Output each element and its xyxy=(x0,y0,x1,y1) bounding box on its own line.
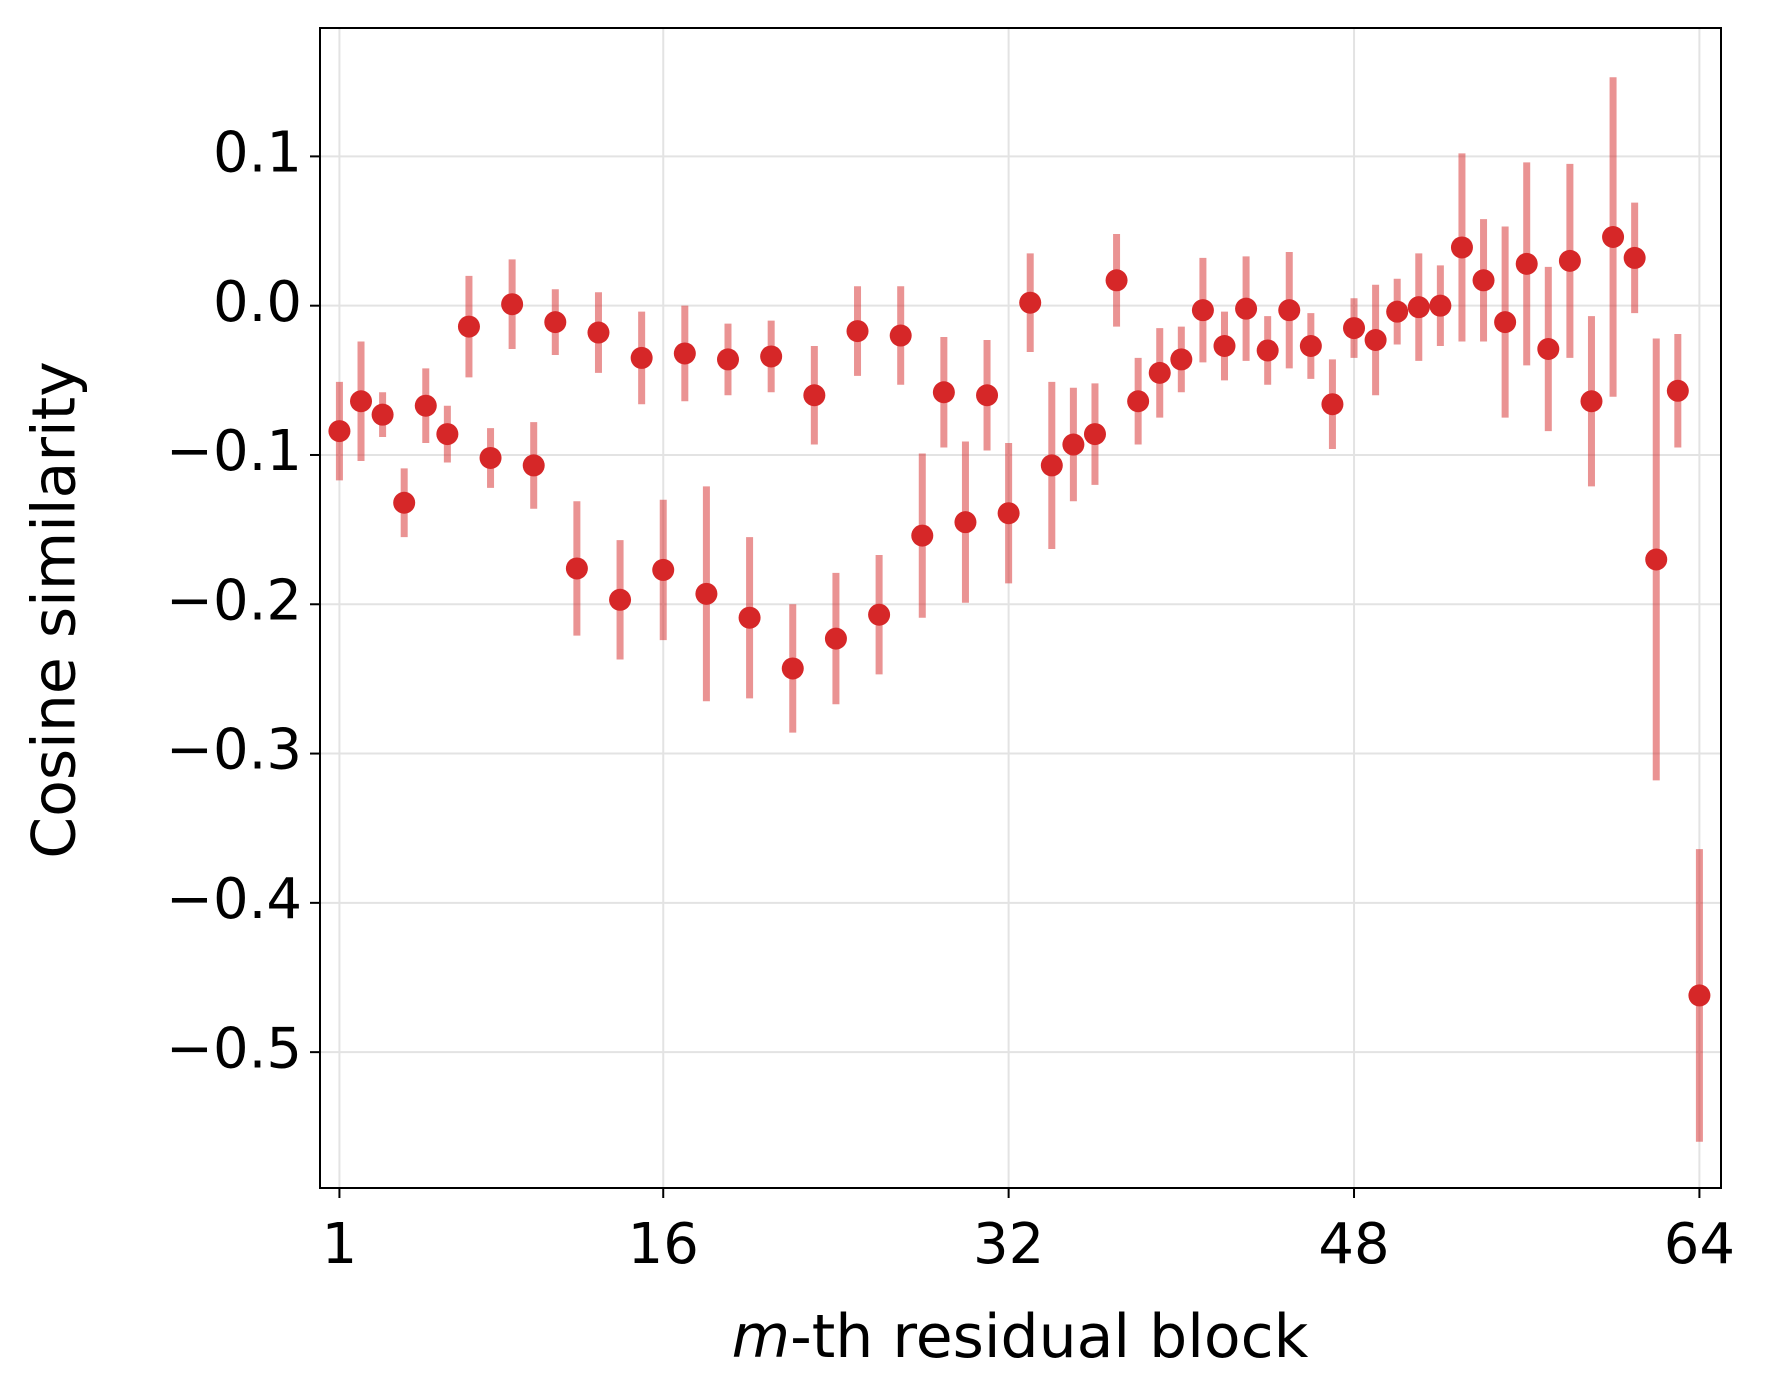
point xyxy=(501,293,524,316)
point xyxy=(1558,249,1581,272)
point xyxy=(803,384,826,407)
point xyxy=(1688,984,1711,1007)
point xyxy=(1429,294,1452,317)
y-tick-label: −0.3 xyxy=(166,718,302,783)
point xyxy=(414,394,437,417)
point xyxy=(1148,361,1171,384)
x-tick-label: 48 xyxy=(1318,1212,1389,1277)
point xyxy=(522,454,545,477)
x-axis-label: m-th residual block xyxy=(732,1302,1309,1372)
point xyxy=(781,657,804,680)
point xyxy=(1515,252,1538,275)
point xyxy=(1666,379,1689,402)
y-tick-label: 0.1 xyxy=(213,121,302,186)
point xyxy=(479,446,502,469)
point xyxy=(1299,334,1322,357)
y-tick-label: −0.1 xyxy=(166,419,302,484)
point xyxy=(587,321,610,344)
point xyxy=(544,311,567,334)
y-tick-label: −0.4 xyxy=(166,867,302,932)
point xyxy=(1213,334,1236,357)
point xyxy=(695,582,718,605)
point xyxy=(609,588,632,611)
point xyxy=(1602,226,1625,249)
point xyxy=(1364,329,1387,352)
point xyxy=(673,342,696,365)
point xyxy=(868,603,891,626)
point xyxy=(457,315,480,338)
x-tick-label: 64 xyxy=(1664,1212,1735,1277)
point xyxy=(1580,390,1603,413)
point xyxy=(1278,299,1301,322)
point xyxy=(1407,296,1430,319)
point xyxy=(350,390,373,413)
point xyxy=(1450,236,1473,259)
point xyxy=(889,324,912,347)
x-tick-label: 16 xyxy=(628,1212,699,1277)
y-tick-label: 0.0 xyxy=(213,270,302,335)
point xyxy=(760,345,783,368)
y-tick-label: −0.2 xyxy=(166,568,302,633)
point xyxy=(738,606,761,629)
point xyxy=(716,348,739,371)
y-axis-label: Cosine similarity xyxy=(20,361,90,858)
point xyxy=(976,384,999,407)
point xyxy=(932,381,955,404)
point xyxy=(911,524,934,547)
point xyxy=(630,346,653,369)
point xyxy=(1623,246,1646,269)
point xyxy=(565,557,588,580)
point xyxy=(997,502,1020,525)
point xyxy=(1019,291,1042,314)
point xyxy=(1191,299,1214,322)
point xyxy=(1040,454,1063,477)
x-tick-label: 1 xyxy=(322,1212,358,1277)
point xyxy=(1235,297,1258,320)
point xyxy=(954,511,977,534)
point xyxy=(846,320,869,343)
point xyxy=(1062,433,1085,456)
point xyxy=(824,627,847,650)
point xyxy=(1645,548,1668,571)
point xyxy=(1170,348,1193,371)
point xyxy=(393,491,416,514)
plot-frame xyxy=(319,27,1722,1189)
point xyxy=(1127,390,1150,413)
point xyxy=(328,420,351,443)
point xyxy=(1494,311,1517,334)
point xyxy=(652,558,675,581)
point xyxy=(436,423,459,446)
point xyxy=(1083,423,1106,446)
point xyxy=(371,403,394,426)
point xyxy=(1343,317,1366,340)
point xyxy=(1321,393,1344,416)
point xyxy=(1256,339,1279,362)
point xyxy=(1472,269,1495,292)
point xyxy=(1386,300,1409,323)
y-tick-label: −0.5 xyxy=(166,1016,302,1081)
x-tick-label: 32 xyxy=(973,1212,1044,1277)
point xyxy=(1105,269,1128,292)
point xyxy=(1537,337,1560,360)
